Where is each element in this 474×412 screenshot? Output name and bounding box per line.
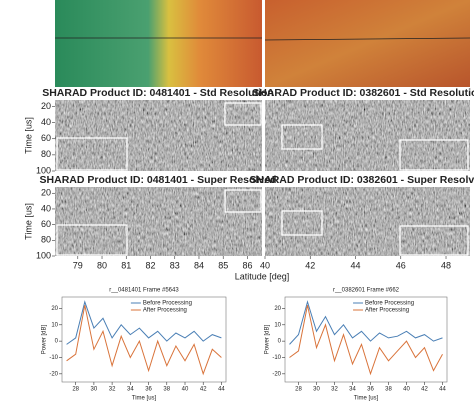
x-tick-label: 38 (163, 387, 170, 393)
zoom-inset (56, 137, 128, 171)
y-tick-label: 20 (41, 188, 51, 198)
plot-area (284, 296, 448, 383)
x-tick-label: 44 (439, 387, 446, 393)
plot-title: r__0382601 Frame #662 (333, 288, 400, 294)
x-axis-label: Time [us] (132, 396, 157, 402)
x-tick-label: 40 (260, 260, 270, 270)
x-axis-label: Time [us] (354, 396, 379, 402)
y-tick-label: -10 (272, 355, 281, 361)
y-tick-label: 80 (41, 149, 51, 159)
zoom-inset (281, 210, 323, 236)
legend-label: After Processing (143, 308, 187, 314)
y-tick-label: 100 (36, 165, 51, 175)
y-tick-label: 40 (41, 203, 51, 213)
series-line (66, 305, 222, 376)
x-tick-label: 32 (109, 387, 116, 393)
y-tick-label: -10 (49, 355, 58, 361)
radargram (55, 187, 262, 256)
y-tick-label: 60 (41, 133, 51, 143)
series-line (66, 300, 222, 345)
legend-label: Before Processing (143, 301, 192, 307)
panel-title: SHARAD Product ID: 0382601 - Std Resolut… (252, 87, 474, 99)
x-tick-label: 28 (295, 387, 302, 393)
y-axis-label: Power [dB] (42, 325, 48, 355)
zoom-inset (281, 124, 323, 150)
legend-label: After Processing (365, 308, 409, 314)
y-tick-label: 0 (278, 339, 282, 345)
x-tick-label: 84 (194, 260, 204, 270)
x-tick-label: 30 (313, 387, 320, 393)
y-axis-label: Time [us] (23, 203, 33, 240)
x-tick-label: 83 (170, 260, 180, 270)
y-tick-label: 20 (41, 101, 51, 111)
x-tick-label: 36 (145, 387, 152, 393)
panel-title: SHARAD Product ID: 0481401 - Std Resolut… (42, 87, 274, 99)
series-line (289, 300, 443, 345)
x-tick-label: 79 (73, 260, 83, 270)
x-tick-label: 42 (200, 387, 207, 393)
radargram (265, 100, 470, 171)
y-tick-label: 20 (274, 306, 281, 312)
x-tick-label: 44 (350, 260, 360, 270)
x-tick-label: 30 (91, 387, 98, 393)
x-tick-label: 40 (403, 387, 410, 393)
y-tick-label: 10 (274, 322, 281, 328)
radargram (55, 100, 262, 171)
x-tick-label: 80 (97, 260, 107, 270)
x-tick-label: 34 (349, 387, 356, 393)
series-line (289, 305, 443, 376)
plot-area (61, 296, 227, 383)
zoom-inset (399, 139, 469, 171)
x-tick-label: 48 (441, 260, 451, 270)
y-tick-label: 100 (36, 250, 51, 260)
x-tick-label: 42 (421, 387, 428, 393)
x-tick-label: 42 (305, 260, 315, 270)
y-axis-label: Power [dB] (265, 325, 271, 355)
y-tick-label: -20 (49, 371, 58, 377)
y-tick-label: 80 (41, 235, 51, 245)
radargram (265, 187, 470, 256)
x-tick-label: 34 (127, 387, 134, 393)
zoom-inset (56, 224, 128, 256)
plot-title: r__0481401 Frame #5643 (109, 288, 179, 294)
x-tick-label: 38 (385, 387, 392, 393)
panel-title: SHARAD Product ID: 0382601 - Super Resol… (250, 174, 474, 186)
y-tick-label: 10 (51, 322, 58, 328)
x-tick-label: 32 (331, 387, 338, 393)
y-tick-label: 40 (41, 117, 51, 127)
x-tick-label: 36 (367, 387, 374, 393)
y-tick-label: 20 (51, 306, 58, 312)
y-tick-label: 0 (55, 339, 59, 345)
x-tick-label: 40 (182, 387, 189, 393)
map-image (55, 0, 262, 87)
x-tick-label: 28 (72, 387, 79, 393)
ground-track (264, 37, 471, 41)
x-tick-label: 46 (396, 260, 406, 270)
map-image (265, 0, 470, 87)
x-tick-label: 82 (145, 260, 155, 270)
y-axis-label: Time [us] (23, 117, 33, 154)
y-tick-label: -20 (272, 371, 281, 377)
zoom-inset (224, 189, 262, 213)
panel-title: SHARAD Product ID: 0481401 - Super Resol… (40, 174, 277, 186)
x-tick-label: 81 (121, 260, 131, 270)
y-tick-label: 60 (41, 219, 51, 229)
x-axis-label: Latitude [deg] (235, 271, 290, 281)
x-tick-label: 44 (218, 387, 225, 393)
x-tick-label: 86 (242, 260, 252, 270)
zoom-inset (399, 225, 469, 256)
zoom-inset (224, 102, 262, 126)
x-tick-label: 85 (218, 260, 228, 270)
legend-label: Before Processing (365, 301, 414, 307)
